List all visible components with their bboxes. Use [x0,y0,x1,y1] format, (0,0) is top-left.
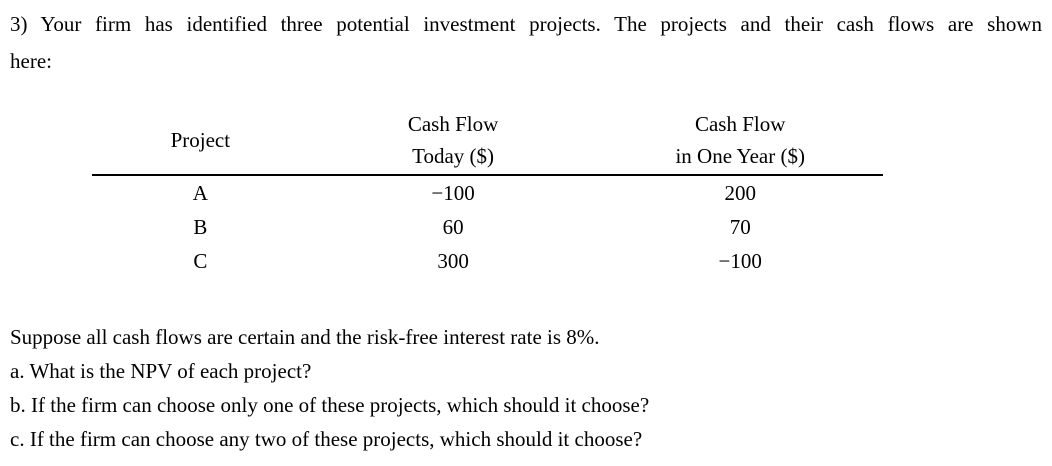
column-header-cash-flow-today-line1: Cash Flow [407,112,499,136]
project-name-cell: B [193,215,208,239]
premise-text: Suppose all cash flows are certain and t… [10,325,600,349]
cash-flow-one-year-cell: 200 [724,181,756,205]
cash-flow-today-cell: −100 [431,181,475,205]
problem-statement-line2: here: [10,49,52,73]
column-header-cash-flow-one-year-line2: in One Year ($) [675,144,805,168]
table-row-project-b: B 60 70 [92,210,883,244]
column-header-cash-flow-today: Cash Flow Today ($) [308,108,598,176]
problem-statement-line1: 3) Your firm has identified three potent… [10,12,1042,36]
table-row-project-a: A −100 200 [92,175,883,210]
column-header-cash-flow-today-line2: Today ($) [412,144,495,168]
column-header-cash-flow-one-year-line1: Cash Flow [694,112,786,136]
cash-flow-today-cell: 60 [442,215,464,239]
problem-statement: 3) Your firm has identified three potent… [10,6,1042,80]
project-name-cell: A [192,181,208,205]
cash-flow-today-cell: 300 [437,249,469,273]
project-name-cell: C [193,249,208,273]
table-row-project-c: C 300 −100 [92,244,883,278]
question-c: c. If the firm can choose any two of the… [10,427,643,451]
cash-flow-one-year-cell: 70 [729,215,751,239]
cash-flow-table: Project Cash Flow Today ($) Cash Flow in… [92,108,883,278]
column-header-cash-flow-one-year: Cash Flow in One Year ($) [597,108,883,176]
questions-section: Suppose all cash flows are certain and t… [10,320,1042,456]
column-header-project-label: Project [170,128,231,152]
cash-flow-one-year-cell: −100 [718,249,762,273]
column-header-project: Project [92,108,309,176]
question-b: b. If the firm can choose only one of th… [10,393,650,417]
table-header-row: Project Cash Flow Today ($) Cash Flow in… [92,108,883,176]
question-a: a. What is the NPV of each project? [10,359,312,383]
